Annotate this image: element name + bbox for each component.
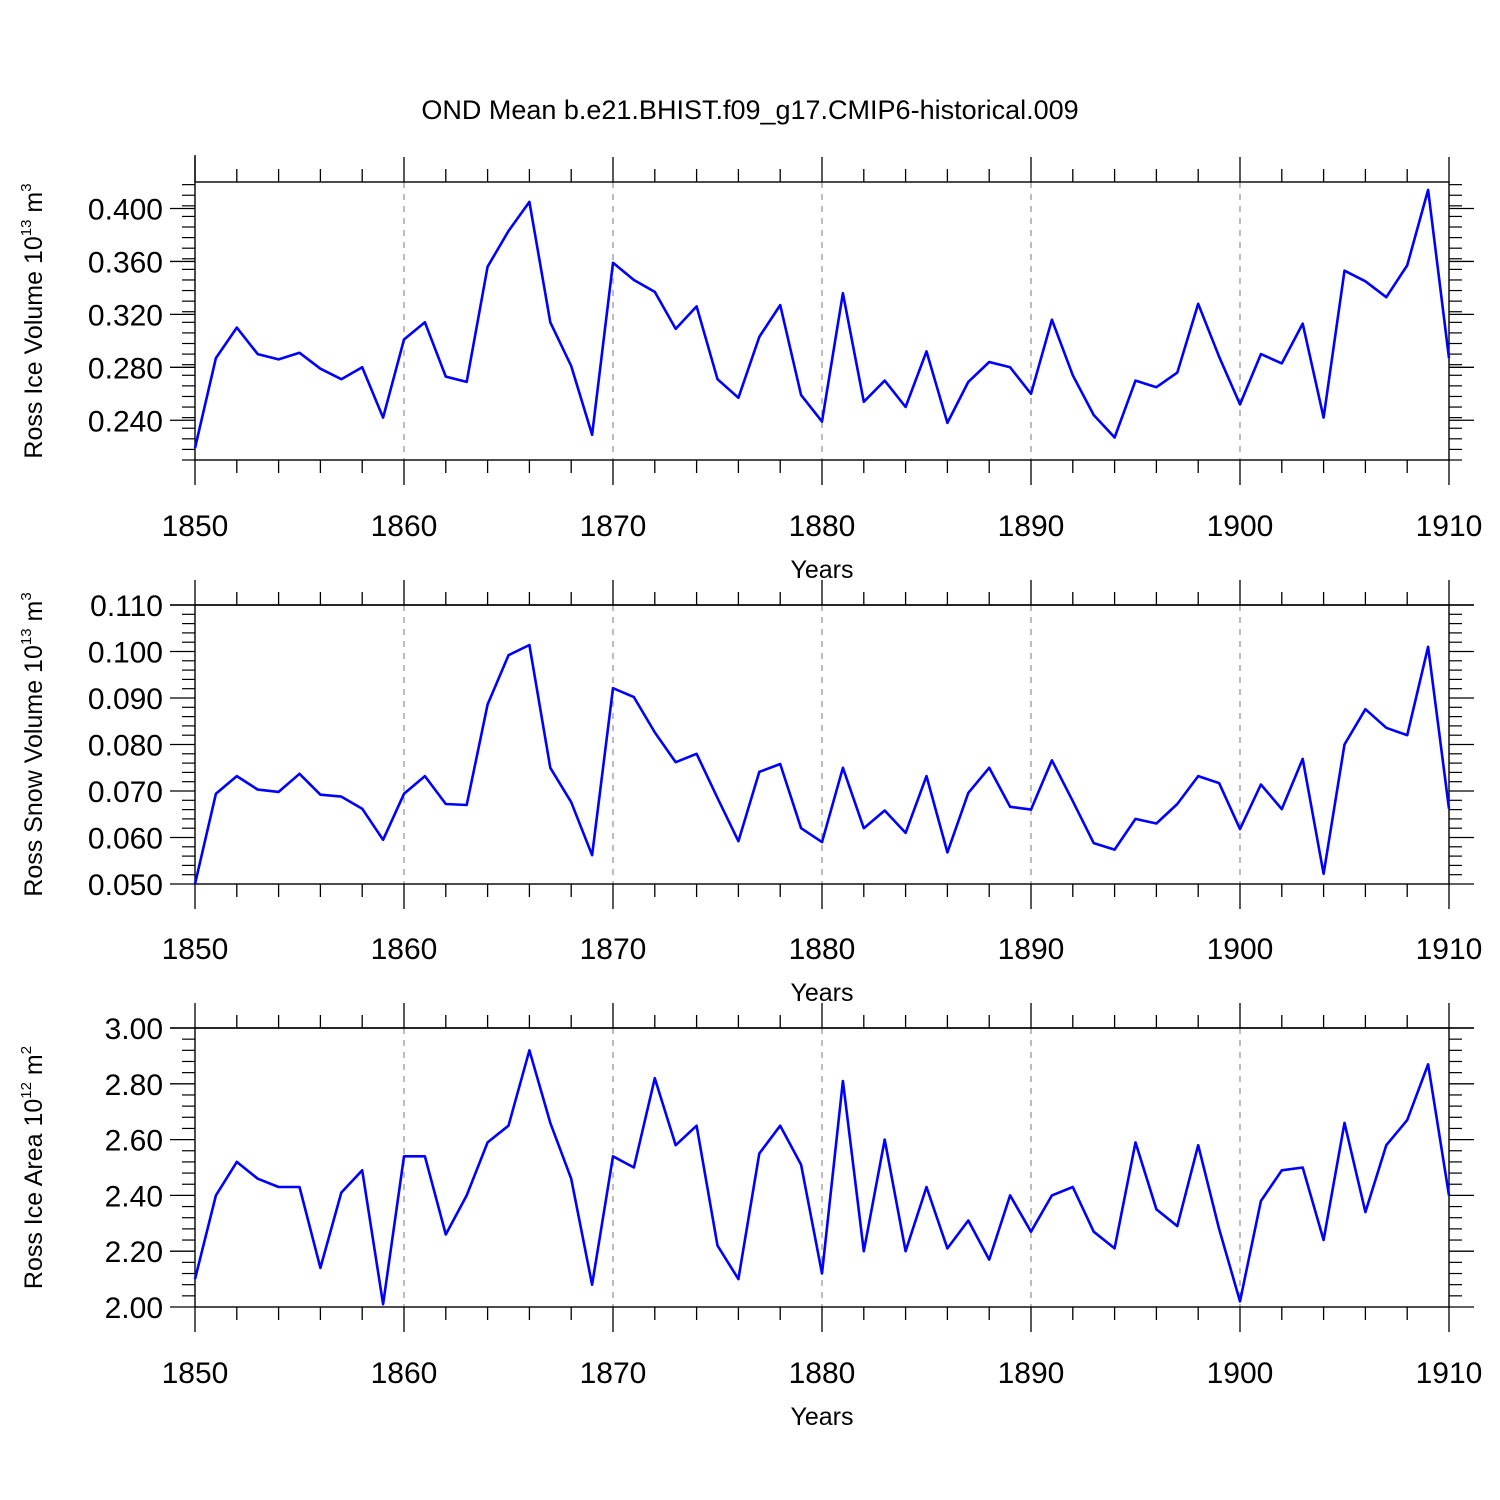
x-tick-label: 1890 <box>998 510 1065 543</box>
panel-3: 2.00 2.20 2.40 2.60 2.80 3.00 1850 1860 1870 1880… <box>18 1003 1482 1431</box>
panel-1: 0.240 0.280 0.320 0.360 0.400 1850 1860 1870 188… <box>18 155 1482 584</box>
y-axis-label-unit-exponent: 2 <box>18 1046 35 1054</box>
x-axis-label: Years <box>790 556 853 584</box>
y-axis-label-space <box>20 622 48 629</box>
x-tick-label: 1860 <box>371 1357 438 1390</box>
x-tick-label: 1910 <box>1416 510 1483 543</box>
y-tick-label: 2.80 <box>105 1069 163 1102</box>
x-tick-label: 1850 <box>162 933 229 966</box>
y-axis-label-unit: m <box>20 1054 48 1075</box>
y-tick-label: 2.40 <box>105 1180 163 1213</box>
y-axis-label: Ross Ice Area 1012 m2 <box>18 1046 48 1289</box>
y-tick-label: 2.60 <box>105 1125 163 1158</box>
x-tick-label: 1910 <box>1416 1357 1483 1390</box>
x-tick-label: 1850 <box>162 510 229 543</box>
x-axis-label: Years <box>790 1403 853 1431</box>
y-axis-label-space <box>20 1075 48 1082</box>
x-tick-label: 1890 <box>998 1357 1065 1390</box>
series-line <box>193 643 1451 885</box>
y-axis-label-text: Ross Ice Volume 10 <box>20 236 48 458</box>
x-tick-label: 1910 <box>1416 933 1483 966</box>
y-axis-label-unit-exponent: 3 <box>18 183 35 191</box>
y-tick-label: 0.240 <box>88 405 163 438</box>
y-axis-label: Ross Snow Volume 1013 m3 <box>18 592 48 896</box>
y-tick-label: 0.060 <box>88 823 163 856</box>
y-tick-label: 0.360 <box>88 246 163 279</box>
x-tick-label: 1900 <box>1207 510 1274 543</box>
panel-2: 0.050 0.060 0.070 0.080 0.090 0.100 0.110 1850 1… <box>18 580 1482 1007</box>
y-axis-label-unit-exponent: 3 <box>18 592 35 600</box>
x-tick-label: 1890 <box>998 933 1065 966</box>
y-tick-label: 0.050 <box>88 869 163 902</box>
y-tick-label: 3.00 <box>105 1013 163 1046</box>
y-axis-label-text: Ross Ice Area 10 <box>20 1099 48 1289</box>
y-axis-label-exponent: 13 <box>18 220 35 237</box>
x-tick-label: 1880 <box>789 510 856 543</box>
y-axis-label-unit: m <box>20 192 48 213</box>
y-tick-label: 0.280 <box>88 352 163 385</box>
y-tick-label: 0.110 <box>90 590 163 623</box>
y-tick-label: 0.090 <box>88 683 163 716</box>
y-tick-label: 2.20 <box>105 1236 163 1269</box>
x-tick-label: 1870 <box>580 1357 647 1390</box>
x-tick-label: 1870 <box>580 933 647 966</box>
x-tick-label: 1900 <box>1207 1357 1274 1390</box>
x-tick-label: 1850 <box>162 1357 229 1390</box>
x-tick-label: 1880 <box>789 1357 856 1390</box>
x-tick-label: 1900 <box>1207 933 1274 966</box>
series-line <box>193 188 1451 449</box>
chart-title: OND Mean b.e21.BHIST.f09_g17.CMIP6-histo… <box>421 95 1078 125</box>
x-tick-label: 1860 <box>371 933 438 966</box>
plot-area: 0.240 0.280 0.320 0.360 0.400 1850 1860 1870 188… <box>18 155 1482 1431</box>
x-tick-label: 1860 <box>371 510 438 543</box>
x-axis-label: Years <box>790 979 853 1007</box>
y-axis-label-unit: m <box>20 601 48 622</box>
y-axis-label-exponent: 12 <box>18 1082 35 1099</box>
y-tick-label: 0.070 <box>88 776 163 809</box>
y-tick-label: 0.400 <box>88 193 163 226</box>
series-line <box>193 1049 1451 1306</box>
y-tick-label: 0.100 <box>88 637 163 670</box>
y-tick-label: 2.00 <box>105 1292 163 1325</box>
y-tick-label: 0.080 <box>88 730 163 763</box>
x-tick-label: 1880 <box>789 933 856 966</box>
x-tick-label: 1870 <box>580 510 647 543</box>
y-axis-label-exponent: 13 <box>18 628 35 645</box>
y-tick-label: 0.320 <box>88 299 163 332</box>
y-axis-label-text: Ross Snow Volume 10 <box>20 645 48 897</box>
y-axis-label: Ross Ice Volume 1013 m3 <box>18 183 48 458</box>
y-axis-label-space <box>20 213 48 220</box>
